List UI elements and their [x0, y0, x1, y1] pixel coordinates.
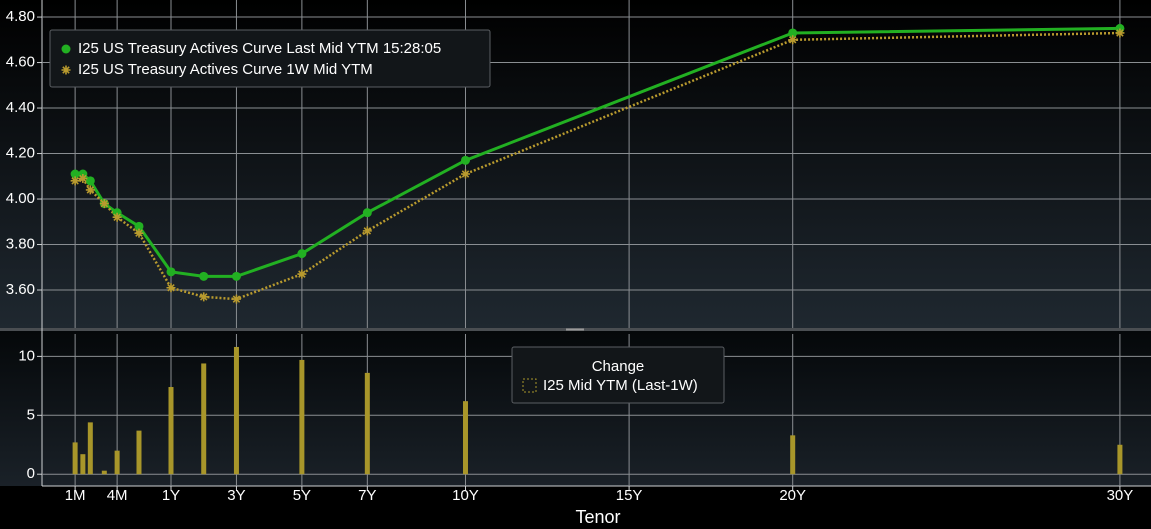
point — [166, 267, 176, 277]
x-tick-label: 1M — [65, 487, 86, 504]
legend-box — [49, 29, 491, 88]
bar — [201, 363, 207, 475]
bar — [364, 372, 370, 475]
point — [199, 271, 209, 281]
point — [199, 292, 209, 302]
point — [70, 169, 80, 179]
bottom-legend: Change I25 Mid YTM (Last-1W) — [511, 346, 725, 404]
point — [134, 221, 144, 231]
x-tick-label: 20Y — [779, 487, 806, 504]
point — [134, 228, 144, 238]
x-tick-label: 7Y — [358, 487, 376, 504]
x-tick-label: 30Y — [1107, 487, 1134, 504]
point — [362, 208, 372, 218]
bar — [462, 401, 468, 475]
point — [231, 294, 241, 304]
legend-label: I25 Mid YTM (Last-1W) — [543, 377, 698, 394]
bar — [87, 422, 93, 475]
point — [460, 155, 470, 165]
y-tick-label: 3.60 — [6, 281, 35, 298]
point — [460, 169, 470, 179]
point — [99, 199, 109, 209]
y-tick-label: 4.80 — [6, 8, 35, 25]
x-tick-label: 4M — [107, 487, 128, 504]
y-tick-label: 4.20 — [6, 145, 35, 162]
point — [85, 185, 95, 195]
bar — [101, 470, 107, 475]
x-tick-label: 1Y — [162, 487, 180, 504]
point — [112, 212, 122, 222]
bar — [233, 346, 239, 475]
bar — [299, 359, 305, 475]
point — [70, 176, 80, 186]
y-tick-label: 10 — [18, 347, 35, 364]
x-tick-label: 3Y — [227, 487, 245, 504]
bar — [80, 454, 86, 475]
bar — [1117, 444, 1123, 475]
y-tick-label: 0 — [27, 465, 35, 482]
point — [166, 283, 176, 293]
y-tick-label: 4.40 — [6, 99, 35, 116]
y-tick-label: 4.00 — [6, 190, 35, 207]
point — [1115, 28, 1125, 38]
bar — [114, 450, 120, 475]
legend-title: Change — [592, 358, 645, 375]
y-tick-label: 5 — [27, 406, 35, 423]
bar — [136, 430, 142, 475]
top-legend: I25 US Treasury Actives Curve Last Mid Y… — [49, 29, 491, 88]
y-tick-label: 4.60 — [6, 54, 35, 71]
legend-marker — [61, 65, 71, 75]
legend-box — [511, 346, 725, 404]
bar — [72, 442, 78, 475]
legend-label: I25 US Treasury Actives Curve Last Mid Y… — [78, 40, 441, 57]
bar — [790, 435, 796, 475]
legend-marker — [61, 44, 71, 54]
x-tick-label: 15Y — [616, 487, 643, 504]
point — [297, 249, 307, 259]
legend-label: I25 US Treasury Actives Curve 1W Mid YTM — [78, 61, 373, 78]
point — [788, 35, 798, 45]
bar — [168, 387, 174, 475]
point — [85, 176, 95, 186]
point — [78, 174, 88, 184]
x-tick-label: 10Y — [452, 487, 479, 504]
legend-marker — [522, 378, 537, 393]
x-axis-title: Tenor — [575, 507, 620, 527]
point — [231, 271, 241, 281]
separator-handle — [566, 328, 584, 331]
point — [297, 269, 307, 279]
point — [362, 226, 372, 236]
point — [788, 28, 798, 38]
y-tick-label: 3.80 — [6, 235, 35, 252]
x-tick-label: 5Y — [293, 487, 311, 504]
